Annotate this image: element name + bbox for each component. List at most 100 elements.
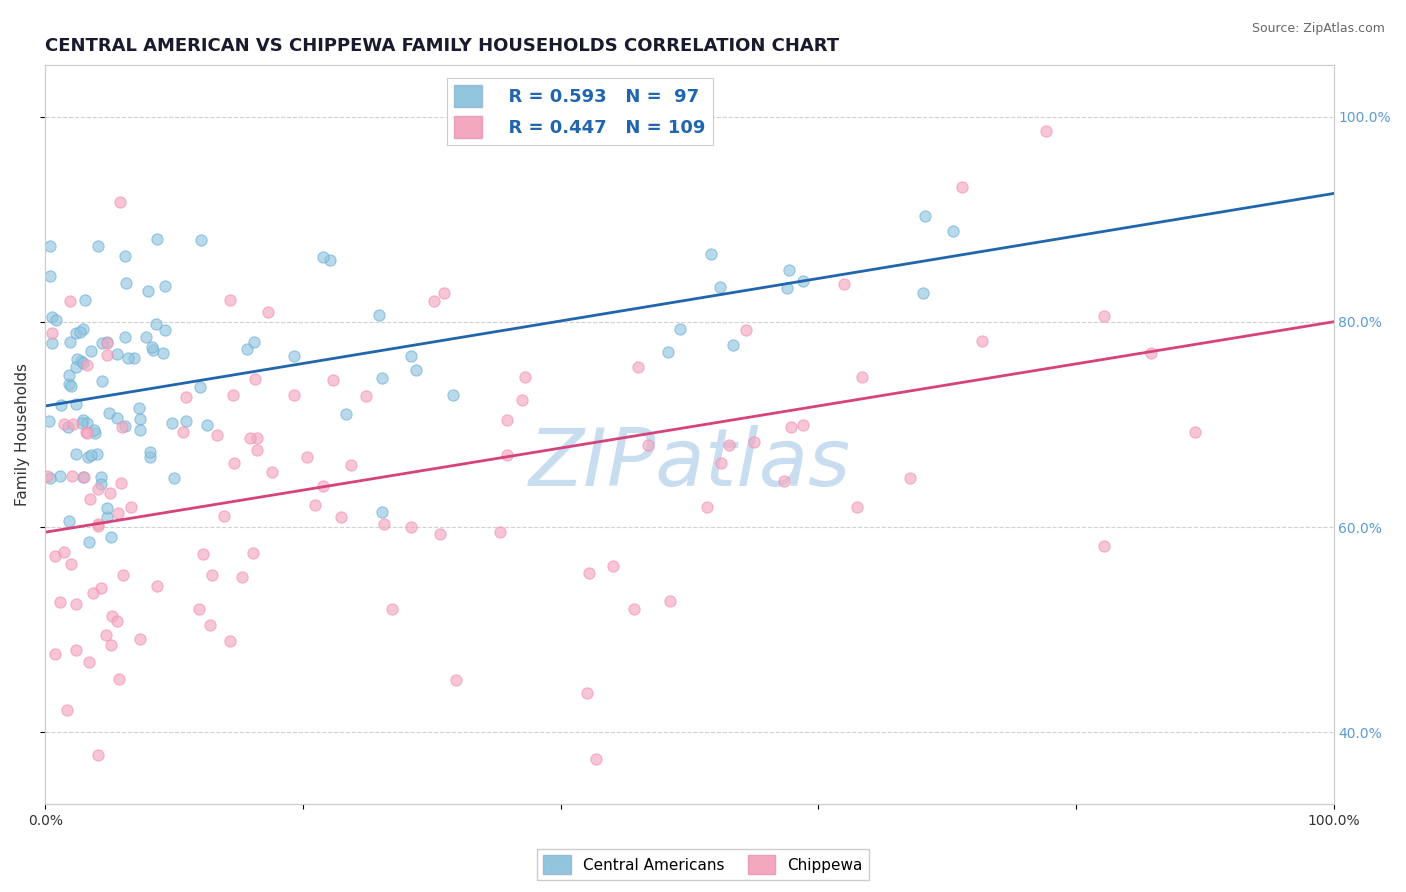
Point <box>86 238 108 252</box>
Point <box>90 470 112 484</box>
Point <box>700 247 723 261</box>
Point <box>41 310 63 324</box>
Point <box>60 378 83 392</box>
Point <box>153 323 176 337</box>
Point <box>58 368 80 383</box>
Point <box>658 594 681 608</box>
Point <box>236 342 259 356</box>
Point <box>41 336 63 351</box>
Point <box>65 397 87 411</box>
Point <box>792 274 814 288</box>
Point <box>429 527 451 541</box>
Point <box>96 500 118 515</box>
Point <box>709 456 731 470</box>
Point <box>141 340 163 354</box>
Point <box>90 336 112 351</box>
Text: Source: ZipAtlas.com: Source: ZipAtlas.com <box>1251 22 1385 36</box>
Point <box>942 223 965 237</box>
Point <box>65 643 87 657</box>
Point <box>779 420 801 434</box>
Point <box>155 279 177 293</box>
Point <box>312 479 335 493</box>
Point <box>87 482 110 496</box>
Point <box>66 352 89 367</box>
Point <box>721 338 744 352</box>
Point <box>58 377 80 392</box>
Point <box>114 249 136 263</box>
Point <box>775 281 797 295</box>
Point <box>110 476 132 491</box>
Point <box>970 334 993 349</box>
Point <box>111 420 134 434</box>
Point <box>260 465 283 479</box>
Point <box>742 435 765 450</box>
Point <box>41 326 63 341</box>
Point <box>59 294 82 309</box>
Point <box>246 442 269 457</box>
Point <box>295 450 318 464</box>
Point <box>39 239 62 253</box>
Point <box>75 425 97 439</box>
Point <box>79 535 101 549</box>
Point <box>198 618 221 632</box>
Point <box>832 277 855 291</box>
Point <box>242 546 264 560</box>
Point <box>627 360 650 375</box>
Point <box>1184 425 1206 440</box>
Point <box>914 209 936 223</box>
Point <box>120 500 142 515</box>
Point <box>401 519 423 533</box>
Point <box>96 335 118 350</box>
Point <box>105 411 128 425</box>
Point <box>495 413 517 427</box>
Point <box>433 285 456 300</box>
Legend: Central Americans, Chippewa: Central Americans, Chippewa <box>537 849 869 880</box>
Point <box>446 673 468 687</box>
Point <box>176 390 198 404</box>
Point <box>950 179 973 194</box>
Point <box>65 447 87 461</box>
Point <box>58 334 80 349</box>
Point <box>585 752 607 766</box>
Point <box>513 369 536 384</box>
Point <box>53 417 76 431</box>
Point <box>239 431 262 445</box>
Point <box>72 413 94 427</box>
Point <box>49 469 72 483</box>
Point <box>188 601 211 615</box>
Point <box>76 359 98 373</box>
Point <box>96 510 118 524</box>
Point <box>76 450 98 465</box>
Point <box>96 334 118 349</box>
Point <box>60 469 83 483</box>
Point <box>101 608 124 623</box>
Point <box>129 423 152 437</box>
Text: CENTRAL AMERICAN VS CHIPPEWA FAMILY HOUSEHOLDS CORRELATION CHART: CENTRAL AMERICAN VS CHIPPEWA FAMILY HOUS… <box>45 37 839 55</box>
Point <box>91 374 114 388</box>
Point <box>70 353 93 368</box>
Point <box>72 469 94 483</box>
Point <box>174 415 197 429</box>
Point <box>146 579 169 593</box>
Point <box>70 416 93 430</box>
Point <box>136 284 159 298</box>
Point <box>117 351 139 365</box>
Point <box>318 252 340 267</box>
Point <box>79 448 101 462</box>
Point <box>105 346 128 360</box>
Point <box>114 277 136 291</box>
Point <box>381 602 404 616</box>
Point <box>283 388 305 402</box>
Point <box>108 672 131 686</box>
Point <box>139 445 162 459</box>
Text: ZIPatlas: ZIPatlas <box>529 425 851 503</box>
Point <box>114 419 136 434</box>
Point <box>243 372 266 386</box>
Point <box>195 418 218 433</box>
Point <box>637 438 659 452</box>
Point <box>152 346 174 360</box>
Point <box>709 280 731 294</box>
Point <box>98 486 121 500</box>
Point <box>669 322 692 336</box>
Point <box>190 234 212 248</box>
